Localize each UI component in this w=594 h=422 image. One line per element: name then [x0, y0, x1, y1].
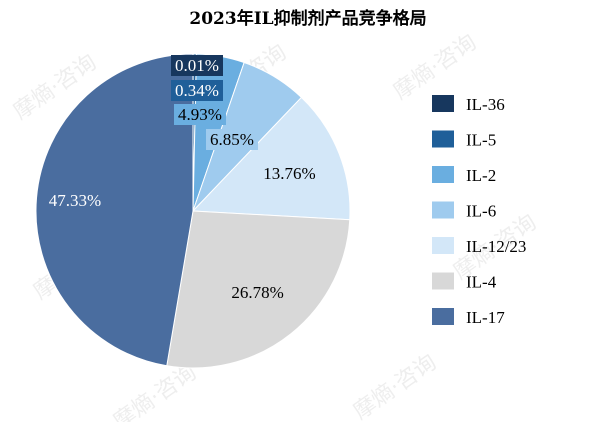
pie-label-box-il-6	[206, 129, 258, 150]
pie-label-il-12-23: 13.76%	[263, 164, 315, 183]
watermark-text: 摩熵·咨询	[349, 350, 441, 422]
legend-swatch-il-4	[432, 272, 454, 290]
pie-slice-il-4	[166, 210, 351, 369]
pie-label-box-il-5	[171, 80, 223, 101]
watermark-text: 摩熵·咨询	[109, 360, 201, 422]
chart-title: 2023年IL抑制剂产品竞争格局	[189, 8, 426, 29]
legend-swatch-il-36	[432, 95, 454, 112]
legend-swatch-il-5	[432, 130, 454, 148]
pie-slices	[35, 53, 351, 369]
legend-label-il-5: IL-5	[466, 131, 496, 150]
legend-swatch-il-6	[432, 201, 454, 219]
legend-label-il-4: IL-4	[466, 273, 497, 292]
pie-label-box-il-36	[171, 55, 223, 76]
legend: IL-36 IL-5 IL-2 IL-6 IL-12/23 IL-4 IL-17	[432, 95, 526, 327]
legend-label-il-2: IL-2	[466, 166, 496, 185]
pie-slice-il-17	[35, 53, 194, 367]
legend-swatch-il-12-23	[432, 237, 454, 254]
pie-label-il-17: 47.33%	[49, 191, 101, 210]
pie-label-il-36: 0.01%	[175, 56, 219, 75]
legend-label-il-36: IL-36	[466, 95, 505, 114]
pie-label-il-4: 26.78%	[231, 283, 283, 302]
pie-label-il-6: 6.85%	[210, 130, 254, 149]
legend-label-il-12-23: IL-12/23	[466, 237, 526, 256]
pie-label-il-2: 4.93%	[178, 105, 222, 124]
pie-labels: 0.01% 0.34% 4.93% 6.85% 13.76% 26.78% 47.33%	[49, 55, 316, 302]
pie-slice-il-12-23	[191, 96, 351, 221]
pie-label-box-il-2	[174, 104, 226, 125]
legend-swatch-il-17	[432, 308, 454, 325]
legend-label-il-6: IL-6	[466, 202, 496, 221]
pie-label-il-5: 0.34%	[175, 81, 219, 100]
legend-label-il-17: IL-17	[466, 308, 505, 327]
watermark-text: 摩熵·咨询	[389, 30, 481, 105]
legend-swatch-il-2	[432, 166, 454, 183]
